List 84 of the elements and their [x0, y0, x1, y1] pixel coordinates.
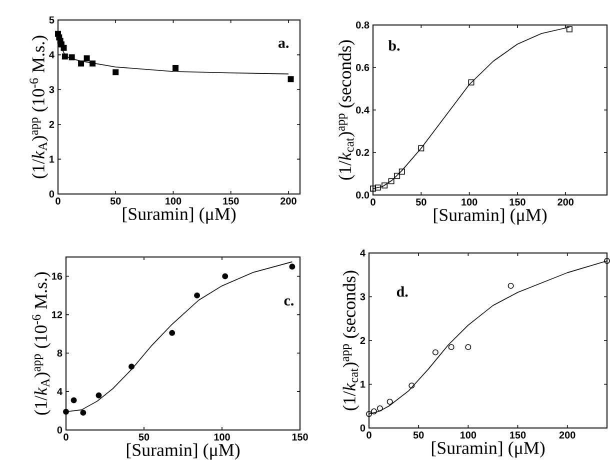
y-tick-label: 1 [50, 156, 54, 163]
y-tick-label: 0.0 [356, 191, 370, 199]
point [508, 282, 514, 289]
point [432, 349, 438, 356]
x-tick-label: 0 [64, 434, 68, 441]
x-tick-label: 100 [214, 434, 230, 441]
x-tick-label: 150 [510, 198, 526, 206]
x-tick-label: 100 [462, 198, 478, 206]
y-tick-label: 2 [360, 337, 366, 344]
y-tick-label: 4 [360, 250, 366, 256]
point [398, 168, 405, 175]
y-tick-label: 3 [49, 86, 54, 94]
point [408, 382, 415, 389]
point [96, 392, 102, 398]
point [62, 54, 68, 60]
x-tick-label: 100 [460, 432, 476, 439]
y-tick-label: 8 [57, 350, 62, 357]
x-tick-label: 200 [280, 198, 296, 205]
point [566, 26, 572, 32]
point [90, 60, 96, 66]
point [194, 292, 200, 298]
point [60, 44, 67, 51]
point [70, 397, 77, 404]
x-tick-label: 200 [558, 198, 574, 206]
x-tick-label: 50 [416, 198, 426, 206]
y-tick-label: 0.8 [356, 21, 370, 29]
point [448, 344, 454, 350]
point [112, 69, 119, 76]
y-tick-label: 0.2 [356, 148, 370, 156]
y-tick-label: 0.6 [356, 64, 370, 72]
x-axis-title: [Suramin] (μM) [434, 208, 547, 225]
y-tick-label: 2 [49, 120, 54, 128]
point [172, 65, 179, 72]
annotation: c. [284, 298, 294, 306]
point [128, 364, 135, 370]
x-tick-label: 150 [510, 432, 526, 439]
x-tick-label: 50 [110, 198, 121, 205]
x-axis-title: [Suramin] (μM) [126, 443, 240, 460]
x-tick-label: 200 [559, 432, 576, 439]
point [289, 264, 296, 270]
point [386, 398, 393, 405]
x-axis-title: [Suramin] (μM) [122, 207, 236, 224]
y-axis-title: (1/k$_{cat}$)$^{app}$ (seconds) [342, 270, 360, 410]
point [63, 408, 69, 415]
point [394, 172, 400, 179]
x-tick-label: 50 [413, 432, 424, 439]
point [418, 145, 424, 152]
y-tick-label: 0 [49, 190, 54, 198]
point [370, 408, 377, 414]
y-tick-label: 12 [52, 311, 62, 318]
y-tick-label: 4 [49, 51, 54, 58]
y-tick-label: 0 [57, 426, 62, 434]
annotation: a. [278, 40, 289, 48]
y-tick-label: 0 [360, 424, 366, 432]
point [468, 79, 474, 86]
x-tick-label: 150 [292, 434, 308, 441]
y-tick-label: 1 [360, 380, 366, 388]
point [388, 178, 394, 184]
point [80, 410, 86, 416]
y-axis-title: (1/k$_{A}$)$^{app}$ (10$^{-6}$ M.s.) [30, 36, 48, 178]
x-tick-label: 0 [370, 198, 376, 206]
y-tick-label: 4 [57, 388, 62, 395]
x-tick-label: 50 [138, 434, 150, 441]
x-axis-title: [Suramin] (μM) [432, 441, 545, 458]
x-tick-label: 150 [223, 198, 239, 205]
y-axis-title: (1/k$_{cat}$)$^{app}$ (seconds) [338, 40, 355, 180]
y-tick-label: 0.4 [356, 106, 370, 114]
y-tick-label: 3 [360, 293, 366, 300]
y-tick-label: 16 [52, 272, 62, 280]
y-tick-label: 5 [49, 16, 54, 24]
point [222, 273, 228, 280]
point [465, 344, 472, 350]
point [288, 76, 294, 82]
point [68, 54, 75, 60]
point [78, 60, 84, 66]
annotation: b. [388, 40, 400, 51]
y-axis-title: (1/k$_{A}$)$^{app}$ (10$^{-6}$ M.s.) [32, 272, 51, 415]
point [382, 182, 388, 188]
point [169, 330, 176, 336]
point [370, 186, 376, 192]
point [84, 55, 90, 62]
point [376, 405, 383, 412]
x-tick-label: 100 [166, 198, 182, 205]
annotation: d. [396, 286, 408, 297]
